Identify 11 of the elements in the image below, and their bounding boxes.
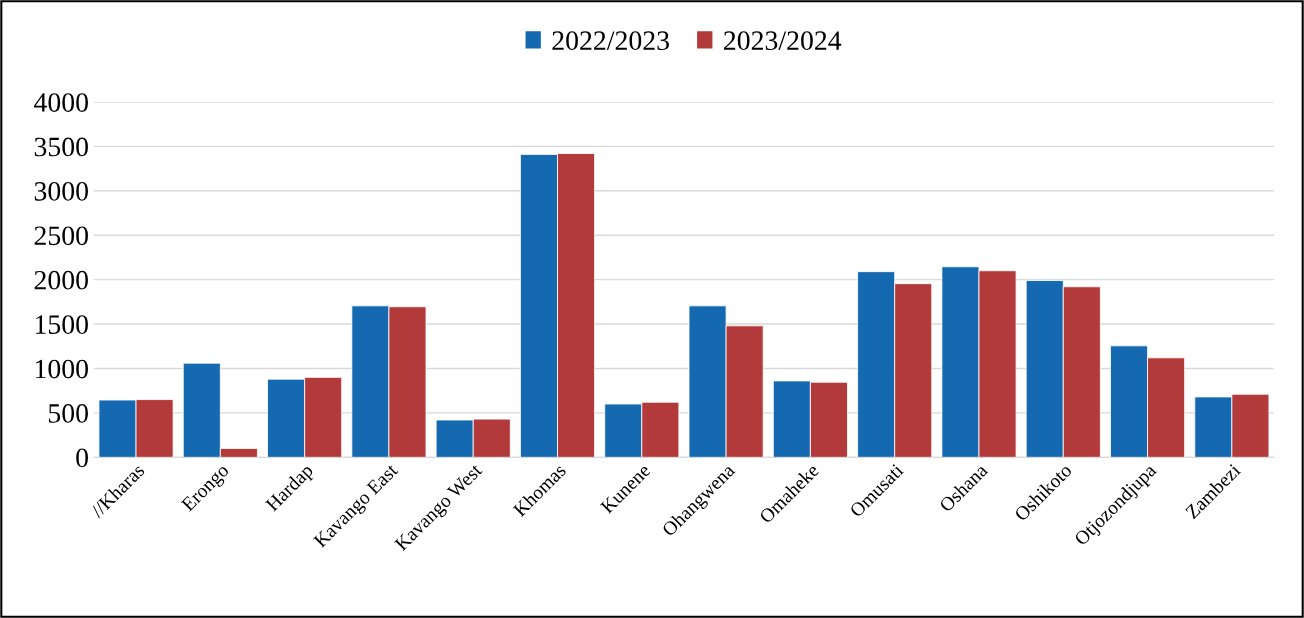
y-tick-label: 2500 (34, 226, 88, 246)
y-tick-label: 2000 (34, 270, 88, 290)
y-tick-label: 1500 (35, 315, 88, 334)
y-tick-label: 1000 (35, 359, 88, 379)
y-tick-label: 3000 (34, 181, 88, 201)
y-tick-label: 4000 (34, 93, 88, 112)
legend-label: 2022/2023 (552, 31, 669, 51)
y-tick-label: 3500 (34, 137, 88, 157)
y-tick-label: 500 (48, 404, 88, 423)
legend-label: 2023/2024 (724, 31, 842, 51)
y-tick-label: 0 (76, 448, 88, 468)
